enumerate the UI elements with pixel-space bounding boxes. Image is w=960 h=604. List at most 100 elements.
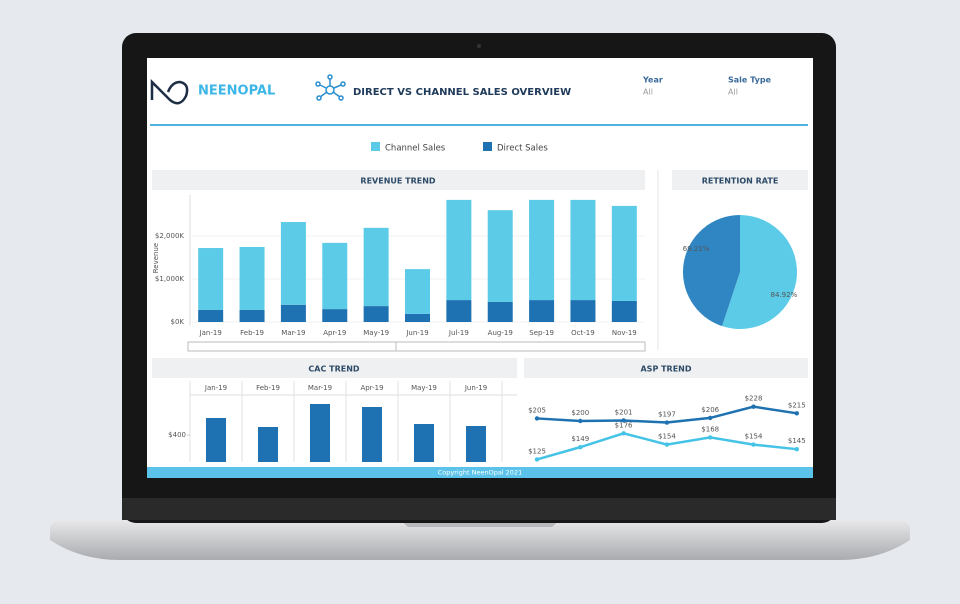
bar-segment — [322, 309, 348, 322]
point — [751, 404, 756, 409]
x-tick-label: May-19 — [363, 329, 389, 337]
bar-segment — [363, 306, 389, 322]
bar-segment — [280, 304, 306, 322]
bar-segment — [280, 222, 306, 305]
bar-segment — [611, 205, 637, 301]
filter-label: Year — [642, 76, 663, 85]
data-label: $125 — [528, 447, 546, 455]
data-label: 69.21% — [683, 245, 710, 253]
x-tick-label: Jul-19 — [448, 329, 469, 337]
bar-segment — [529, 199, 555, 301]
column-label: Apr-19 — [360, 384, 383, 392]
pie-slice — [722, 215, 797, 329]
panel-title: ASP TREND — [640, 365, 691, 374]
bar-segment — [239, 246, 265, 310]
bar-segment — [363, 227, 389, 307]
legend-label[interactable]: Channel Sales — [385, 144, 446, 154]
x-tick-label: Aug-19 — [488, 329, 513, 337]
x-tick-label: Jun-19 — [405, 329, 428, 337]
laptop-hinge — [122, 498, 836, 520]
bar — [258, 427, 278, 462]
panel-title: RETENTION RATE — [702, 177, 779, 186]
point — [708, 415, 713, 421]
data-label: $215 — [788, 401, 806, 409]
data-label: $205 — [528, 406, 546, 414]
y-axis-title: Revenue — [152, 243, 160, 274]
title-icon — [315, 74, 346, 101]
column-label: May-19 — [411, 384, 437, 392]
column-label: Jun-19 — [464, 384, 487, 392]
footer-bar — [147, 467, 813, 478]
logo-text: NEENOPAL — [198, 84, 275, 99]
bar — [206, 418, 226, 462]
data-label: $201 — [615, 408, 633, 416]
legend-swatch — [483, 142, 492, 151]
data-label: $197 — [658, 411, 676, 419]
x-tick-label: Apr-19 — [323, 329, 346, 337]
data-label: $149 — [571, 435, 589, 443]
bar-segment — [611, 300, 637, 322]
header-rule — [150, 124, 808, 126]
data-label: $154 — [658, 433, 676, 441]
point — [578, 418, 583, 424]
data-label: $154 — [745, 433, 763, 441]
bar-segment — [322, 242, 348, 310]
data-label: $206 — [701, 406, 719, 414]
camera — [477, 44, 481, 48]
bar-segment — [570, 199, 596, 301]
logo-icon — [150, 78, 189, 105]
data-label: $228 — [745, 395, 763, 403]
bar — [310, 404, 330, 462]
bar — [466, 426, 486, 462]
filter-value[interactable]: All — [728, 88, 738, 97]
point — [621, 431, 626, 436]
laptop-base — [50, 520, 910, 560]
data-label: $200 — [571, 409, 589, 417]
bar-segment — [239, 309, 265, 322]
bar-segment — [405, 269, 430, 314]
data-label: 84.92% — [771, 291, 798, 299]
column-label: Jan-19 — [204, 384, 227, 392]
x-tick-label: Sep-19 — [529, 329, 554, 337]
filter-label: Sale Type — [728, 76, 772, 85]
bar — [362, 407, 382, 462]
bar-segment — [198, 248, 224, 310]
bar-segment — [446, 300, 472, 322]
panel-title: REVENUE TREND — [360, 177, 436, 186]
y-tick-label: $2,000K — [155, 232, 184, 240]
dashboard-title: DIRECT VS CHANNEL SALES OVERVIEW — [353, 87, 571, 98]
panel-header — [524, 358, 808, 378]
point — [708, 435, 713, 440]
filter-value[interactable]: All — [643, 88, 653, 97]
bar-segment — [487, 302, 513, 322]
panel-title: CAC TREND — [308, 365, 359, 374]
panel-header — [672, 170, 808, 190]
data-label: $176 — [615, 421, 633, 429]
legend-label[interactable]: Direct Sales — [497, 144, 548, 154]
bar-segment — [405, 313, 430, 322]
point — [664, 420, 670, 425]
column-label: Feb-19 — [256, 384, 280, 392]
x-tick-label: Jan-19 — [199, 329, 222, 337]
point — [534, 457, 540, 462]
point — [664, 442, 670, 447]
column-label: Mar-19 — [308, 384, 332, 392]
point — [794, 411, 799, 416]
bar-segment — [487, 210, 513, 303]
data-label: $168 — [701, 425, 719, 433]
point — [534, 416, 540, 421]
y-tick-label: $0K — [171, 318, 185, 326]
bar-segment — [198, 309, 224, 322]
data-label: $145 — [788, 437, 806, 445]
legend-swatch — [371, 142, 380, 151]
point — [578, 444, 583, 450]
panel-header — [152, 170, 645, 190]
cac-chart: Jan-19Feb-19Mar-19Apr-19May-19Jun-19Jul-… — [189, 381, 517, 462]
x-tick-label: Feb-19 — [240, 329, 264, 337]
footer-text: Copyright NeenOpal 2021 — [438, 469, 522, 477]
x-tick-label: Mar-19 — [281, 329, 305, 337]
scrollbar[interactable] — [187, 341, 646, 352]
asp-chart: $205 $200 $201 $197 $206 $228 $215 $125 $149 $176… — [528, 395, 806, 462]
x-tick-label: Nov-19 — [612, 329, 637, 337]
